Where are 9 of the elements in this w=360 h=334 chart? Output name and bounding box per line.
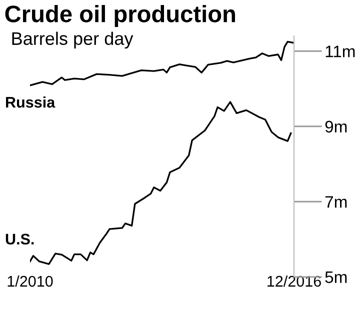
x-tick-label: 1/2010 xyxy=(8,275,53,287)
y-tick-label: 11m xyxy=(326,46,355,58)
y-tick-label: 5m xyxy=(325,271,347,284)
y-tick-label: 7m xyxy=(325,196,347,208)
series-label: Russia xyxy=(6,96,56,108)
y-tick-label: 9m xyxy=(325,120,347,133)
chart-subtitle: Barrels per day xyxy=(12,32,134,49)
chart-title: Crude oil production xyxy=(5,5,236,28)
series-label: U.S. xyxy=(6,234,34,245)
